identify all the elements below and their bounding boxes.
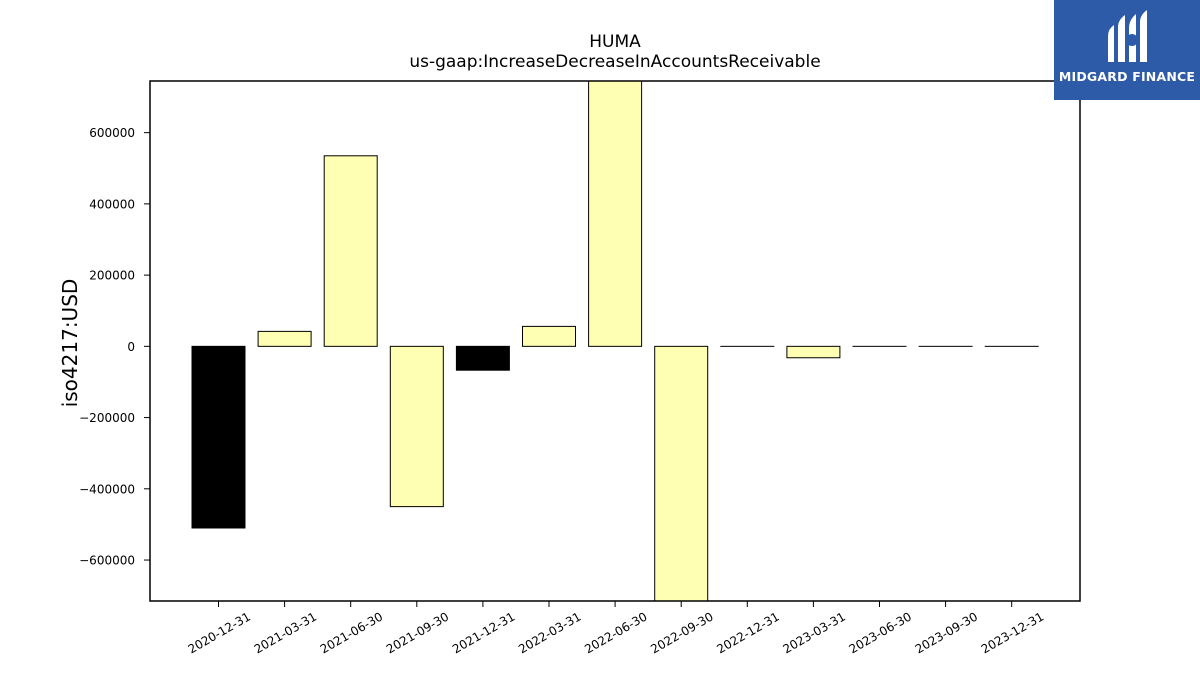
y-tick-label: −200000 [79,411,135,425]
x-tick-label: 2021-09-30 [384,609,451,656]
y-tick-label: 600000 [89,126,135,140]
logo-text: MIDGARD FINANCE [1058,69,1196,84]
bar-2022-03-31 [522,325,576,347]
bar-2021-03-31 [257,330,312,347]
x-tick-label: 2022-09-30 [648,609,715,656]
bars-group [191,81,1039,601]
bar-2022-09-30 [654,345,709,601]
y-tick-label: 400000 [89,197,135,211]
x-tick-label: 2022-12-31 [714,609,781,656]
x-tick-label: 2021-06-30 [318,609,385,656]
x-tick-label: 2023-09-30 [913,609,980,656]
bar-2023-03-31 [786,345,841,359]
y-axis: −600000 −400000 −200000 0 200000 400000 600000 [79,126,150,568]
x-tick-label: 2022-06-30 [582,609,649,656]
bar-2021-12-31 [455,345,510,371]
bar-2022-06-30 [588,81,643,347]
x-tick-label: 2023-06-30 [847,609,914,656]
bar-2021-09-30 [389,345,444,508]
x-axis: 2020-12-312021-03-312021-06-302021-09-30… [186,601,1046,656]
y-tick-label: 0 [127,340,135,354]
x-tick-label: 2022-03-31 [516,609,583,656]
x-tick-label: 2023-12-31 [979,609,1046,656]
x-tick-label: 2021-03-31 [252,609,319,656]
y-tick-label: 200000 [89,269,135,283]
x-tick-label: 2021-12-31 [450,609,517,656]
bar-2020-12-31 [191,345,246,529]
x-tick-label: 2020-12-31 [186,609,253,656]
y-tick-label: −600000 [79,554,135,568]
y-axis-label: iso4217:USD [58,279,82,408]
chart-subtitle: us-gaap:IncreaseDecreaseInAccountsReceiv… [409,52,821,72]
chart-title: HUMA [589,32,641,52]
x-tick-label: 2023-03-31 [780,609,847,656]
midgard-logo-mark-icon [1108,10,1147,62]
bar-2021-06-30 [323,155,378,347]
y-tick-label: −400000 [79,482,135,496]
plot-frame [149,80,1081,602]
midgard-finance-logo: MIDGARD FINANCE [1054,0,1200,100]
